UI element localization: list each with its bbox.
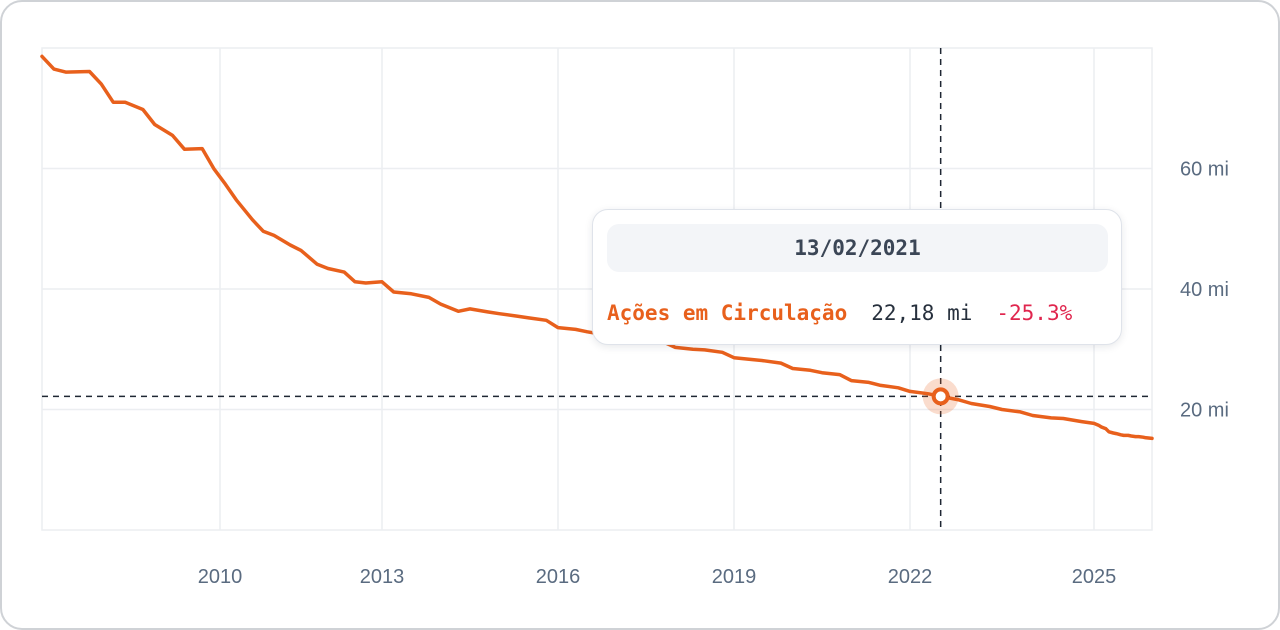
x-tick-label-2025: 2025 [1072, 566, 1117, 588]
tooltip-date: 13/02/2021 [607, 224, 1108, 272]
x-tick-label-2010: 2010 [198, 566, 243, 588]
x-tick-label-2022: 2022 [888, 566, 933, 588]
x-tick-label-2013: 2013 [360, 566, 405, 588]
x-tick-label-2016: 2016 [536, 566, 581, 588]
tooltip-row: Ações em Circulação 22,18 mi -25.3% [607, 298, 1072, 328]
y-tick-label-20: 20 mi [1180, 400, 1229, 422]
y-tick-label-60: 60 mi [1180, 159, 1229, 181]
tooltip-change: -25.3% [996, 301, 1073, 325]
y-tick-label-40: 40 mi [1180, 279, 1229, 301]
chart-tooltip: 13/02/2021 Ações em Circulação 22,18 mi … [592, 209, 1122, 345]
hover-marker-point [931, 387, 950, 406]
tooltip-value: 22,18 mi [871, 301, 973, 325]
tooltip-series-label: Ações em Circulação [607, 301, 848, 325]
x-tick-label-2019: 2019 [712, 566, 757, 588]
